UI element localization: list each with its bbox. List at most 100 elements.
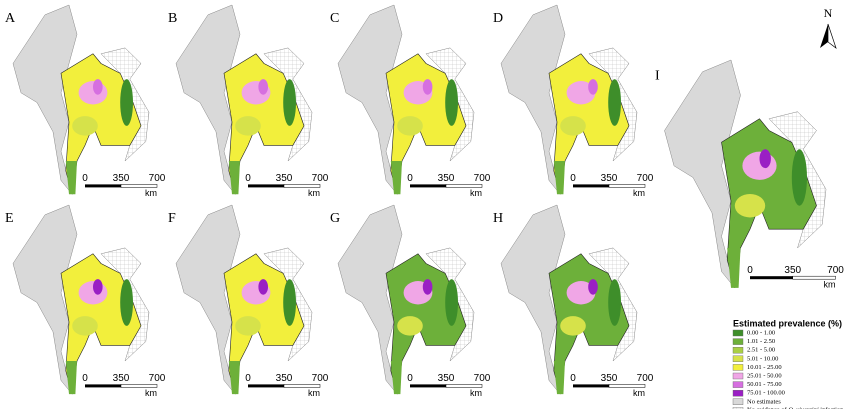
scale-bar xyxy=(445,384,483,388)
prevalence-zone xyxy=(566,81,596,105)
prevalence-zone xyxy=(608,79,621,126)
legend-swatch xyxy=(732,372,744,380)
legend-title: Estimated prevalence (%) xyxy=(733,318,842,328)
north-arrow xyxy=(820,24,828,48)
legend-label: 0.00 - 1.00 xyxy=(747,329,775,336)
panel-label: E xyxy=(5,211,14,226)
legend-label: No estimates xyxy=(747,398,781,405)
legend-swatch xyxy=(732,347,744,354)
prevalence-zone xyxy=(93,279,103,295)
prevalence-zone xyxy=(120,279,133,326)
prevalence-zone xyxy=(566,281,596,305)
scale-bar xyxy=(283,384,321,388)
scale-bar xyxy=(85,384,121,388)
prevalence-zone xyxy=(258,79,269,95)
scale-label: 350 xyxy=(601,373,618,384)
prevalence-zone xyxy=(72,116,98,136)
prevalence-zone xyxy=(560,116,586,136)
peninsula xyxy=(553,361,565,395)
scale-label: 700 xyxy=(312,173,329,184)
prevalence-zone xyxy=(120,79,133,126)
peninsula xyxy=(390,361,402,395)
scale-bar xyxy=(248,184,284,188)
no-estimate-area xyxy=(664,59,741,289)
scale-bar xyxy=(248,384,284,388)
scale-unit: km xyxy=(633,188,645,198)
prevalence-zone xyxy=(397,116,423,136)
prevalence-zone xyxy=(445,279,458,326)
scale-unit: km xyxy=(145,188,157,198)
legend-swatch xyxy=(732,390,744,397)
peninsula xyxy=(228,361,240,395)
scale-label: 0 xyxy=(82,173,88,184)
scale-label: 0 xyxy=(245,373,251,384)
scale-label: 700 xyxy=(474,373,491,384)
scale-label: 700 xyxy=(827,265,844,276)
panel-label: G xyxy=(330,211,340,226)
no-estimate-area xyxy=(175,4,241,195)
scale-label: 700 xyxy=(637,173,654,184)
scale-label: 700 xyxy=(474,173,491,184)
scale-bar xyxy=(120,184,158,188)
no-estimate-area xyxy=(500,4,566,195)
scale-label: 350 xyxy=(438,373,455,384)
scale-bar xyxy=(608,184,646,188)
prevalence-zone xyxy=(608,279,621,326)
scale-bar xyxy=(608,384,646,388)
legend-label: 10.01 - 25.00 xyxy=(747,364,782,371)
scale-bar xyxy=(573,384,609,388)
prevalence-zone xyxy=(397,316,423,336)
scale-label: 0 xyxy=(407,373,413,384)
scale-label: 0 xyxy=(570,173,576,184)
scale-bar xyxy=(410,384,446,388)
map-panel: C 0 350 700 km xyxy=(330,4,491,198)
panel-label: C xyxy=(330,11,339,26)
scale-bar xyxy=(750,276,793,280)
legend-label: 50.01 - 75.00 xyxy=(747,381,782,388)
legend-swatch xyxy=(732,398,744,405)
scale-bar xyxy=(445,184,483,188)
peninsula xyxy=(65,361,77,395)
map-panel: A 0 350 700 km xyxy=(5,4,166,198)
scale-unit: km xyxy=(145,388,157,398)
no-estimate-area xyxy=(337,4,403,195)
scale-bar xyxy=(573,184,609,188)
peninsula xyxy=(727,248,741,288)
scale-label: 350 xyxy=(438,173,455,184)
scale-label: 350 xyxy=(113,373,130,384)
legend-swatch xyxy=(732,338,744,345)
no-estimate-area xyxy=(12,204,78,395)
scale-unit: km xyxy=(470,388,482,398)
prevalence-zone xyxy=(258,279,269,295)
legend-label: 2.51 - 5.00 xyxy=(747,347,775,354)
prevalence-zone xyxy=(235,116,261,136)
map-panel: H 0 350 700 km xyxy=(493,204,654,398)
peninsula xyxy=(228,161,240,195)
legend-swatch xyxy=(732,381,744,388)
scale-label: 0 xyxy=(245,173,251,184)
scale-label: 700 xyxy=(149,173,166,184)
scale-label: 700 xyxy=(312,373,329,384)
scale-unit: km xyxy=(308,188,320,198)
scale-bar xyxy=(792,275,836,280)
scale-label: 350 xyxy=(276,373,293,384)
scale-label: 350 xyxy=(601,173,618,184)
legend-swatch xyxy=(732,355,744,362)
prevalence-zone xyxy=(742,151,777,180)
prevalence-zone xyxy=(759,149,771,169)
no-estimate-area xyxy=(337,204,403,395)
legend-label: 5.01 - 10.00 xyxy=(747,355,778,362)
prevalence-zone xyxy=(588,79,598,95)
scale-bar xyxy=(410,184,446,188)
prevalence-zone xyxy=(588,279,598,295)
map-panel: D 0 350 700 km xyxy=(493,4,654,198)
prevalence-zone xyxy=(283,79,296,126)
prevalence-zone xyxy=(78,281,108,305)
map-panel: B 0 350 700 km xyxy=(168,4,329,198)
prevalence-zone xyxy=(235,316,261,336)
scale-bar xyxy=(120,384,158,388)
scale-label: 350 xyxy=(113,173,130,184)
panel-label: H xyxy=(493,211,503,226)
scale-label: 0 xyxy=(570,373,576,384)
scale-label: 700 xyxy=(149,373,166,384)
